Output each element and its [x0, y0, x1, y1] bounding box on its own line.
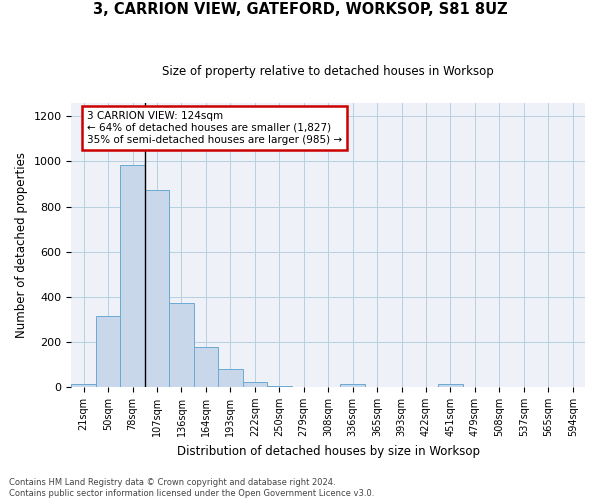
Bar — [340, 384, 365, 387]
Bar — [194, 347, 218, 387]
Text: Contains HM Land Registry data © Crown copyright and database right 2024.
Contai: Contains HM Land Registry data © Crown c… — [9, 478, 374, 498]
Bar — [145, 190, 169, 387]
Bar — [218, 369, 242, 387]
Text: 3 CARRION VIEW: 124sqm
← 64% of detached houses are smaller (1,827)
35% of semi-: 3 CARRION VIEW: 124sqm ← 64% of detached… — [87, 112, 342, 144]
Bar — [71, 384, 96, 387]
Bar — [267, 386, 292, 387]
Text: 3, CARRION VIEW, GATEFORD, WORKSOP, S81 8UZ: 3, CARRION VIEW, GATEFORD, WORKSOP, S81 … — [92, 2, 508, 18]
Bar — [96, 316, 121, 387]
Bar — [169, 304, 194, 387]
Bar — [242, 382, 267, 387]
Title: Size of property relative to detached houses in Worksop: Size of property relative to detached ho… — [163, 65, 494, 78]
Bar — [121, 165, 145, 387]
Y-axis label: Number of detached properties: Number of detached properties — [15, 152, 28, 338]
X-axis label: Distribution of detached houses by size in Worksop: Distribution of detached houses by size … — [177, 444, 480, 458]
Bar — [438, 384, 463, 387]
